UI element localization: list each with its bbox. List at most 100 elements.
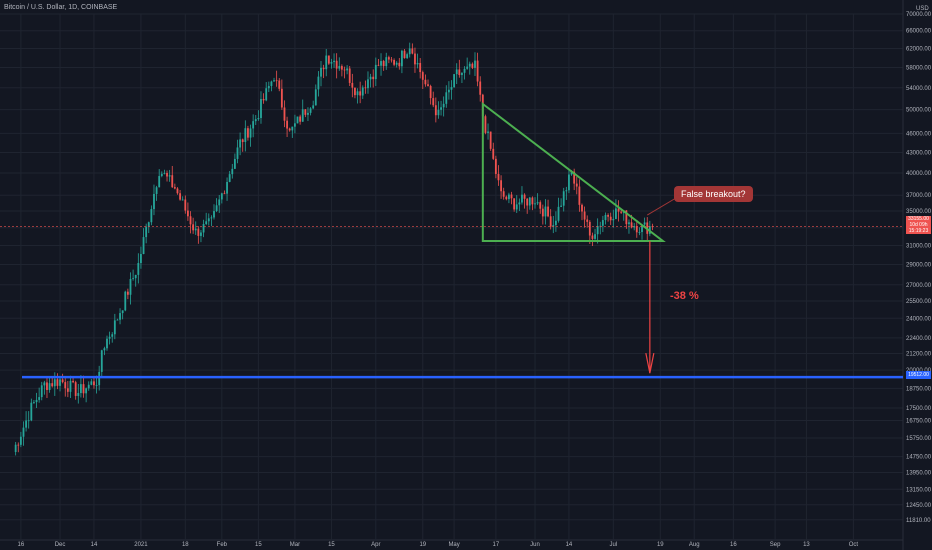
candle-body xyxy=(158,176,161,188)
candle-body xyxy=(502,191,505,197)
support-price-tag: 19512.00 xyxy=(906,371,931,379)
candle-body xyxy=(226,181,228,194)
candle-body xyxy=(111,334,114,337)
xtick-label: 16 xyxy=(18,542,25,548)
candle-body xyxy=(218,199,221,206)
candle-body xyxy=(346,68,349,71)
candle-body xyxy=(293,123,296,127)
candle-body xyxy=(633,226,636,228)
candle-body xyxy=(82,384,85,394)
xtick-label: Apr xyxy=(371,542,380,548)
candle-body xyxy=(247,128,249,138)
candle-body xyxy=(445,92,448,104)
candle-body xyxy=(416,62,419,65)
candle-body xyxy=(309,108,312,113)
candle-body xyxy=(301,109,304,122)
drawings xyxy=(0,101,903,379)
candle-body xyxy=(643,222,646,225)
xtick-label: 14 xyxy=(91,542,98,548)
candle-body xyxy=(197,228,200,236)
price-axis[interactable]: 70000.00 66000.00 62000.00 58000.00 54000.00… xyxy=(906,12,932,524)
candle-body xyxy=(455,69,458,75)
gridlines xyxy=(0,0,904,550)
candle-body xyxy=(312,105,315,109)
candle-body xyxy=(267,86,270,89)
candle-body xyxy=(539,202,542,209)
candle-body xyxy=(87,384,90,389)
candle-body xyxy=(531,197,534,205)
xtick-label: 14 xyxy=(566,542,573,548)
candle-body xyxy=(291,126,294,131)
candle-body xyxy=(244,128,247,143)
candle-body xyxy=(61,379,64,383)
candle-body xyxy=(557,206,560,221)
candle-body xyxy=(411,48,414,54)
candle-body xyxy=(442,103,445,108)
candle-body xyxy=(116,319,119,321)
ytick-label: 13950.00 xyxy=(906,470,932,476)
candle-body xyxy=(66,388,69,392)
xtick-label: 15 xyxy=(328,542,335,548)
candle-body xyxy=(249,128,252,138)
callout-pointer xyxy=(646,197,677,216)
candle-body xyxy=(205,221,208,225)
candle-body xyxy=(22,427,25,437)
candle-body xyxy=(17,444,20,446)
ytick-label: 43000.00 xyxy=(906,151,932,157)
candle-body xyxy=(228,174,231,182)
candle-body xyxy=(262,99,265,101)
false-breakout-callout[interactable]: False breakout? xyxy=(674,186,753,202)
ytick-label: 62000.00 xyxy=(906,46,932,52)
candle-body xyxy=(615,208,617,219)
candle-body xyxy=(471,63,474,68)
candle-body xyxy=(458,69,461,76)
candle-body xyxy=(35,399,38,403)
candle-body xyxy=(27,420,30,422)
time-axis[interactable]: 16 Dec 14 2021 18 Feb 15 Mar 15 Apr 19 May 17 Jun 14 Ju… xyxy=(18,542,859,548)
candle-body xyxy=(463,68,466,73)
candle-body xyxy=(382,61,385,67)
candle-body xyxy=(150,209,153,223)
candle-body xyxy=(241,139,244,143)
candle-body xyxy=(594,234,596,239)
candle-body xyxy=(575,183,578,187)
xtick-label: Sep xyxy=(770,542,781,548)
xtick-label: Feb xyxy=(217,542,228,548)
candle-body xyxy=(25,420,28,428)
candle-body xyxy=(541,208,544,217)
candle-body xyxy=(194,228,197,231)
candle-body xyxy=(126,291,129,295)
candle-body xyxy=(361,87,364,96)
candle-body xyxy=(620,211,623,213)
xtick-label: 2021 xyxy=(134,542,148,548)
candle-body xyxy=(340,66,343,70)
candle-body xyxy=(419,62,422,73)
candle-body xyxy=(343,69,346,71)
candle-body xyxy=(372,76,375,80)
candle-body xyxy=(447,89,450,93)
candle-body xyxy=(186,210,189,217)
candle-body xyxy=(387,57,390,60)
candle-body xyxy=(544,206,547,217)
candle-body xyxy=(565,190,568,192)
candle-body xyxy=(145,226,148,238)
candle-body xyxy=(523,194,526,199)
candle-body xyxy=(393,60,395,65)
candle-body xyxy=(427,84,429,86)
candle-body xyxy=(108,336,111,339)
candle-body xyxy=(142,237,145,254)
candle-body xyxy=(474,60,476,68)
xtick-label: 18 xyxy=(182,542,189,548)
candle-body xyxy=(231,168,234,175)
candle-body xyxy=(385,57,388,67)
candle-body xyxy=(33,402,35,403)
candle-body xyxy=(453,74,456,88)
candle-body xyxy=(200,232,202,236)
ytick-label: 13150.00 xyxy=(906,487,932,493)
candle-body xyxy=(95,385,98,386)
candle-body xyxy=(184,199,187,211)
ytick-label: 40000.00 xyxy=(906,171,932,177)
candle-body xyxy=(286,120,288,129)
candle-body xyxy=(77,393,80,396)
